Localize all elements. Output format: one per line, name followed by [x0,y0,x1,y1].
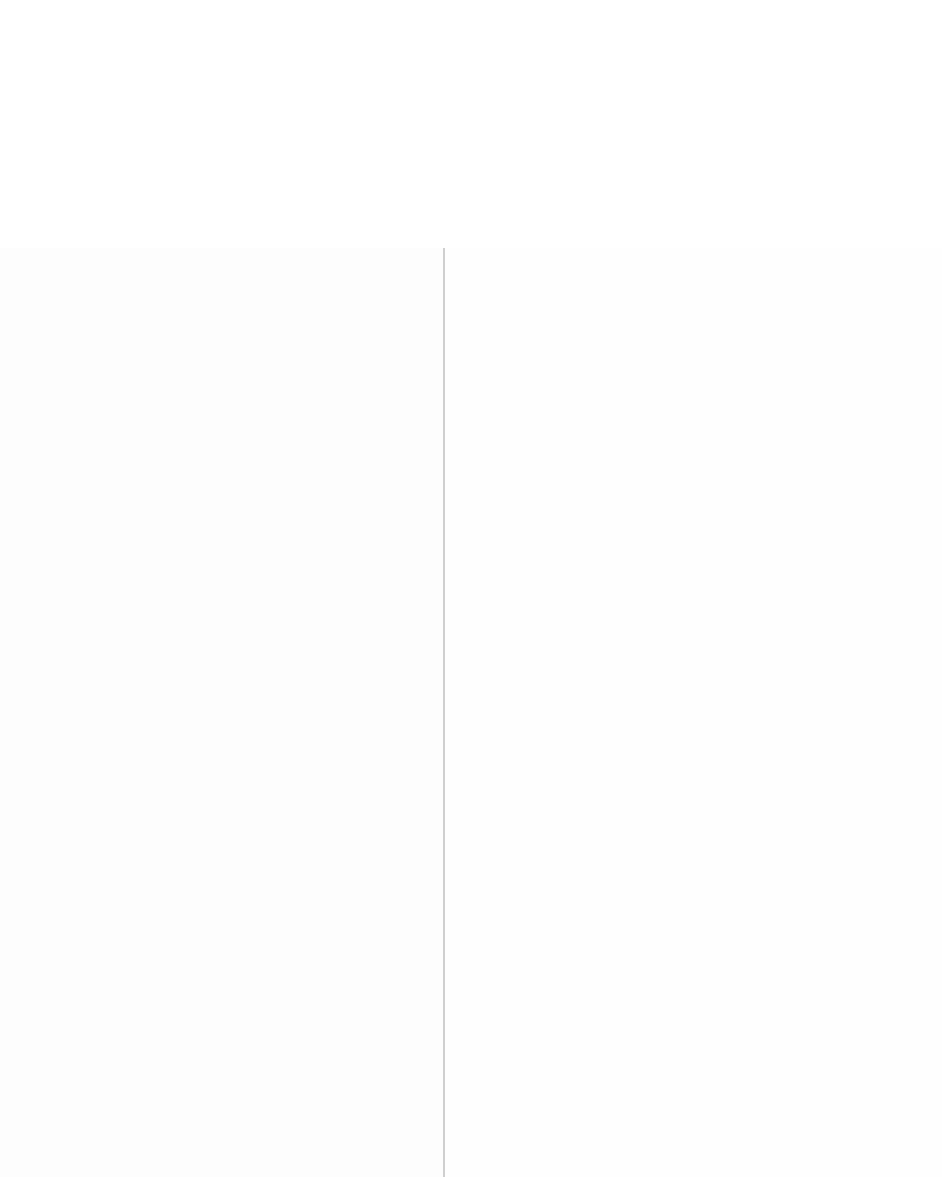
left-pane [0,248,443,1177]
right-pane [445,248,942,1177]
pane-divider[interactable] [443,248,445,1177]
header-blank-area [0,0,942,248]
footer-blank-area [0,1177,942,1200]
